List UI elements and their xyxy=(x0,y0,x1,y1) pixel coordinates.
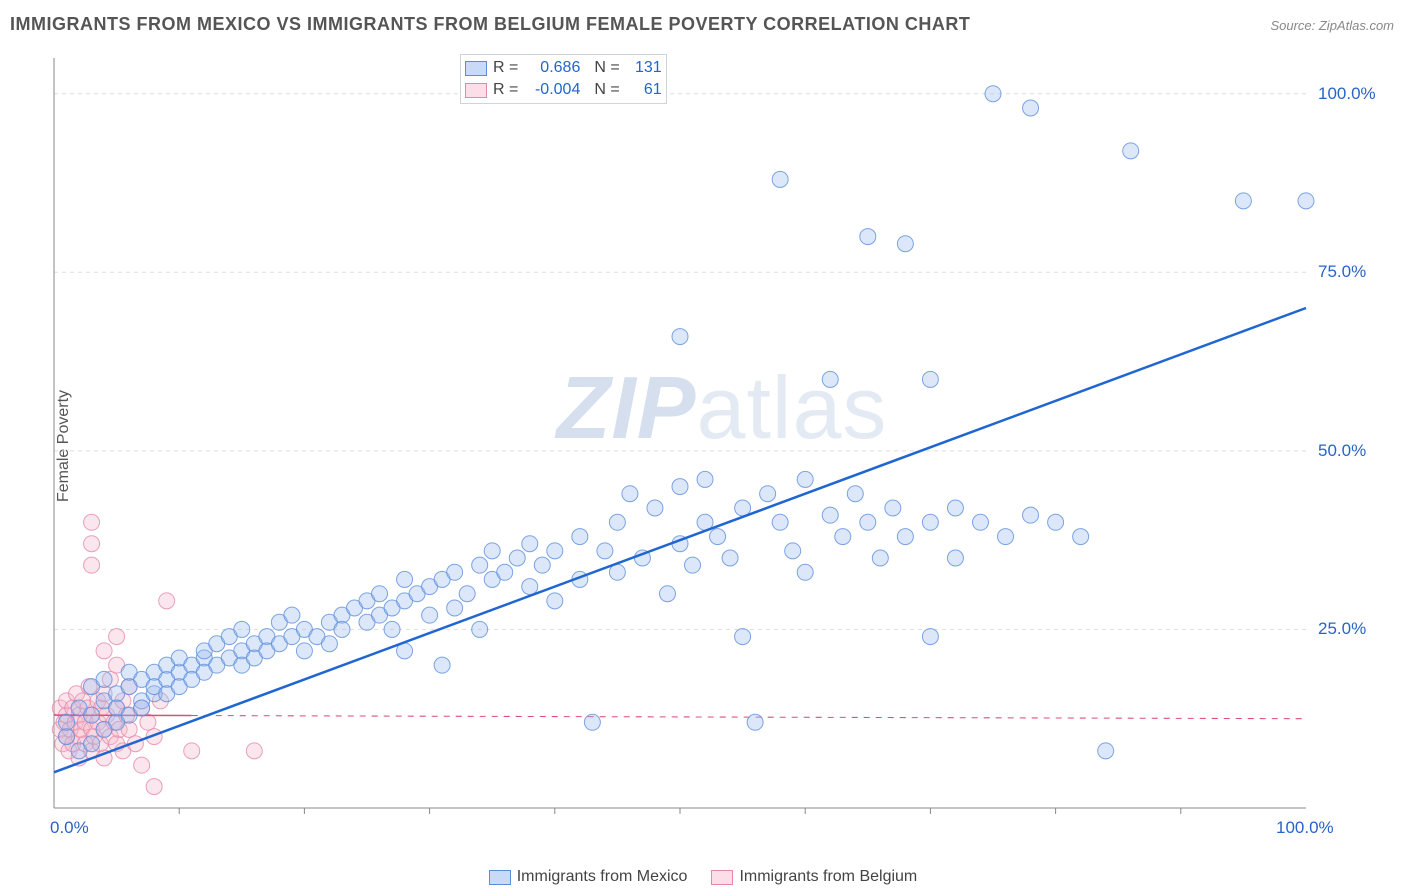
stats-row: R = 0.686 N = 131 xyxy=(465,57,662,79)
r-value: -0.004 xyxy=(524,81,580,99)
stats-legend: R = 0.686 N = 131 R = -0.004 N = 61 xyxy=(460,54,667,104)
source-label: Source: ZipAtlas.com xyxy=(1270,18,1394,33)
n-label: N = xyxy=(594,59,619,77)
r-label: R = xyxy=(493,59,518,77)
x-tick-label: 0.0% xyxy=(50,818,89,838)
bottom-legend: Immigrants from Mexico Immigrants from B… xyxy=(0,868,1406,886)
r-value: 0.686 xyxy=(524,59,580,77)
legend-item: Immigrants from Belgium xyxy=(711,868,917,886)
legend-label: Immigrants from Belgium xyxy=(739,868,917,886)
y-tick-label: 100.0% xyxy=(1318,84,1376,104)
swatch-icon xyxy=(711,870,733,885)
y-tick-label: 50.0% xyxy=(1318,441,1366,461)
y-tick-label: 75.0% xyxy=(1318,262,1366,282)
plot-area: ZIPatlas 25.0%50.0%75.0%100.0%0.0%100.0% xyxy=(48,48,1396,848)
r-label: R = xyxy=(493,81,518,99)
swatch-icon xyxy=(465,61,487,76)
chart-title: IMMIGRANTS FROM MEXICO VS IMMIGRANTS FRO… xyxy=(10,14,970,35)
swatch-icon xyxy=(489,870,511,885)
y-tick-label: 25.0% xyxy=(1318,619,1366,639)
stats-row: R = -0.004 N = 61 xyxy=(465,79,662,101)
n-value: 61 xyxy=(626,81,662,99)
n-label: N = xyxy=(594,81,619,99)
n-value: 131 xyxy=(626,59,662,77)
legend-item: Immigrants from Mexico xyxy=(489,868,688,886)
legend-label: Immigrants from Mexico xyxy=(517,868,688,886)
x-tick-label: 100.0% xyxy=(1276,818,1334,838)
scatter-plot-svg xyxy=(48,48,1396,848)
chart-container: IMMIGRANTS FROM MEXICO VS IMMIGRANTS FRO… xyxy=(0,0,1406,892)
swatch-icon xyxy=(465,83,487,98)
